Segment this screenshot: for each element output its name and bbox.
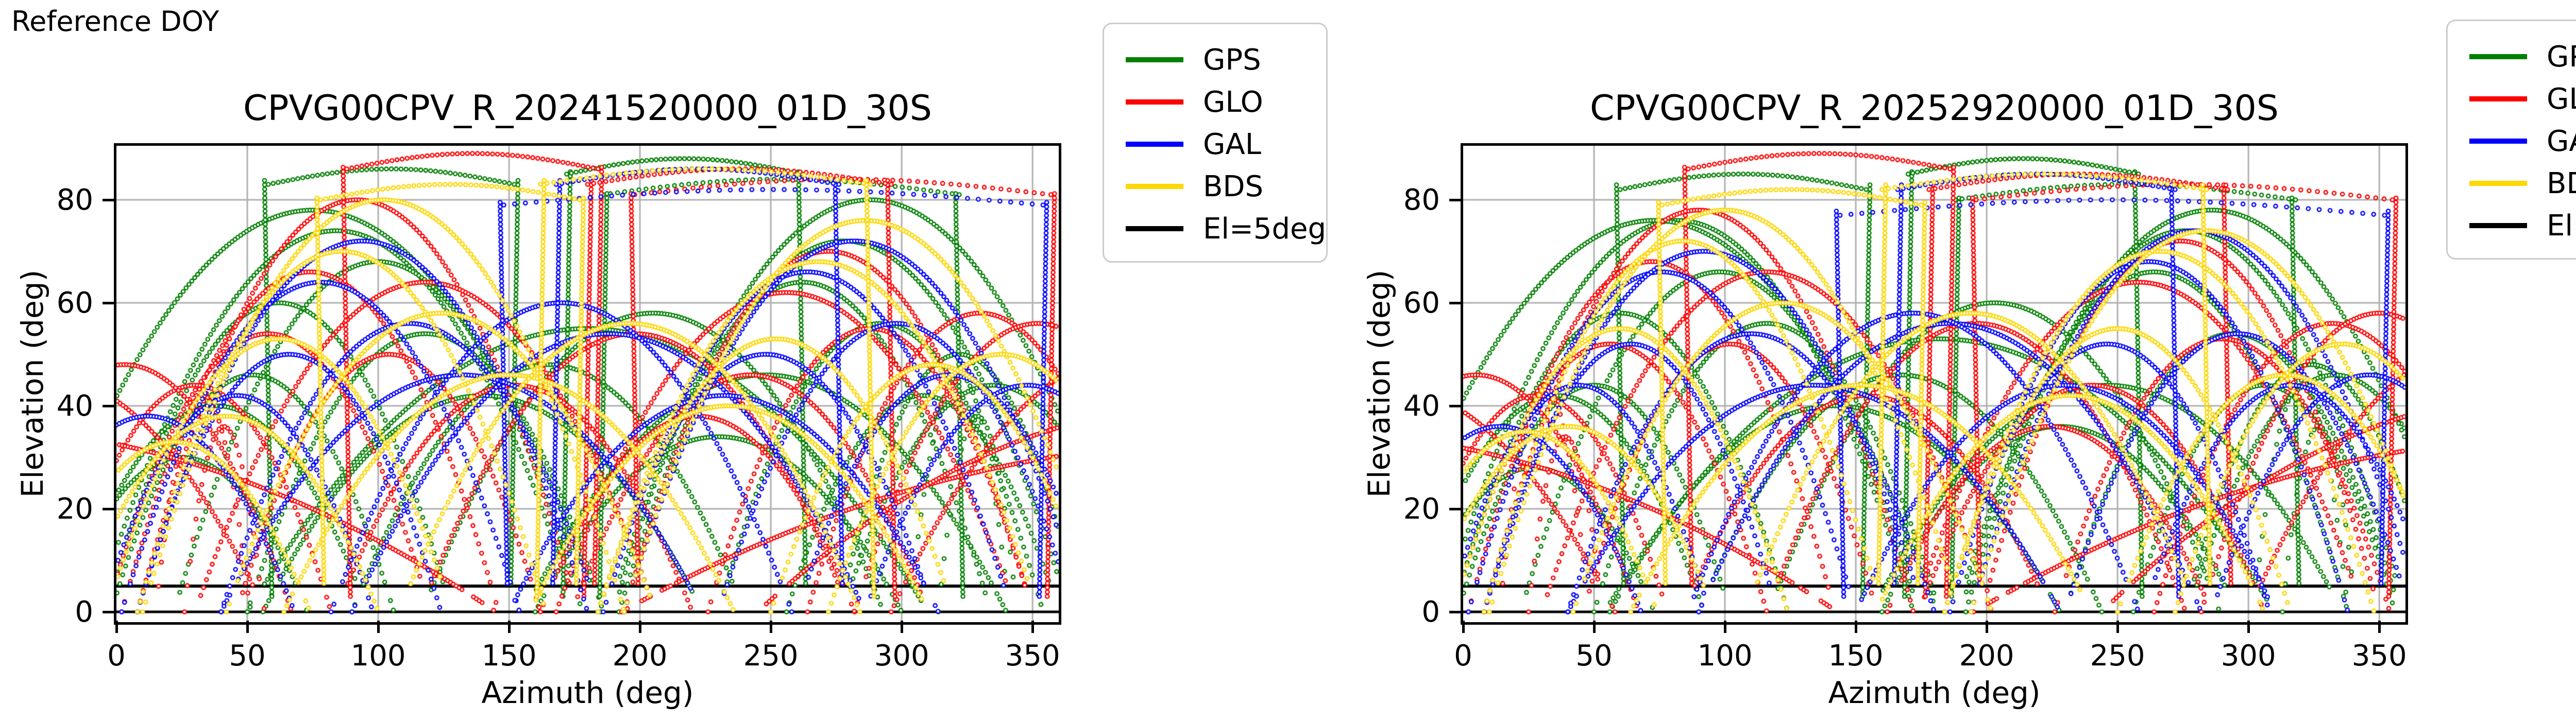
y-tick-label: 40	[1403, 389, 1440, 423]
y-tick-mark	[1449, 198, 1462, 201]
x-tick-label: 50	[229, 639, 266, 673]
y-tick-mark	[103, 507, 115, 510]
y-tick-mark	[1449, 404, 1462, 407]
x-tick-mark	[246, 621, 249, 633]
x-tick-label: 350	[2351, 639, 2407, 673]
y-tick-label: 0	[75, 595, 93, 629]
x-tick-label: 250	[2090, 639, 2145, 673]
x-tick-mark	[1723, 621, 1726, 633]
legend-right: GPS GLO GAL BDS El=5deg	[2446, 20, 2576, 260]
plot-right-xlabel: Azimuth (deg)	[1828, 675, 2041, 710]
legend-entry-gal: GAL	[2469, 120, 2576, 162]
legend-entry-label: El=5deg	[1203, 212, 1327, 246]
legend-entry-glo: GLO	[2469, 78, 2576, 120]
y-tick-mark	[103, 404, 115, 407]
plot-left-canvas	[116, 146, 1059, 622]
legend-line-sample	[1126, 226, 1183, 231]
legend-entry-bds: BDS	[2469, 162, 2576, 204]
plot-right-frame	[1461, 143, 2408, 625]
x-tick-mark	[1462, 621, 1465, 633]
x-tick-label: 100	[1697, 639, 1753, 673]
legend-entry-gal: GAL	[1126, 123, 1316, 165]
legend-line-sample	[1126, 57, 1183, 62]
x-tick-mark	[1854, 621, 1857, 633]
legend-entry-label: GLO	[2547, 82, 2576, 116]
legend-entry-gps: GPS	[2469, 36, 2576, 78]
x-tick-mark	[2378, 621, 2381, 633]
x-tick-mark	[1031, 621, 1034, 633]
legend-line-sample	[1126, 142, 1183, 147]
y-tick-label: 20	[56, 492, 93, 526]
legend-entry-label: GPS	[1203, 43, 1261, 77]
y-tick-mark	[1449, 507, 1462, 510]
legend-line-sample	[2469, 139, 2527, 144]
legend-line-sample	[1126, 184, 1183, 189]
legend-entry-label: El=5deg	[2547, 209, 2576, 243]
x-tick-mark	[638, 621, 641, 633]
y-tick-label: 40	[56, 389, 93, 423]
x-tick-label: 150	[481, 639, 537, 673]
x-tick-mark	[507, 621, 511, 633]
x-tick-label: 150	[1828, 639, 1884, 673]
x-tick-label: 300	[2221, 639, 2276, 673]
y-tick-label: 60	[56, 286, 93, 320]
y-tick-mark	[103, 198, 115, 201]
y-tick-mark	[103, 301, 115, 304]
plot-left-xlabel: Azimuth (deg)	[481, 675, 694, 710]
legend-entry-bds: BDS	[1126, 165, 1316, 208]
reference-doy-annotation: Reference DOY	[11, 5, 219, 38]
legend-line-sample	[2469, 54, 2527, 59]
x-tick-label: 50	[1575, 639, 1613, 673]
x-tick-label: 0	[107, 639, 126, 673]
y-tick-label: 80	[56, 183, 93, 217]
x-tick-label: 100	[350, 639, 406, 673]
x-tick-mark	[115, 621, 118, 633]
x-tick-label: 200	[1959, 639, 2014, 673]
x-tick-label: 300	[874, 639, 929, 673]
legend-left: GPS GLO GAL BDS El=5deg	[1103, 23, 1328, 263]
legend-entry-glo: GLO	[1126, 81, 1316, 123]
plot-left-title: CPVG00CPV_R_20241520000_01D_30S	[243, 88, 932, 129]
y-tick-label: 0	[1421, 595, 1440, 629]
x-tick-label: 350	[1005, 639, 1060, 673]
x-tick-mark	[2247, 621, 2250, 633]
x-tick-label: 200	[612, 639, 668, 673]
x-tick-mark	[377, 621, 380, 633]
x-tick-mark	[1985, 621, 1988, 633]
legend-line-sample	[1126, 99, 1183, 105]
x-tick-mark	[769, 621, 772, 633]
legend-entry-label: BDS	[2547, 166, 2576, 200]
y-tick-label: 80	[1403, 183, 1440, 217]
x-tick-mark	[2116, 621, 2119, 633]
x-tick-label: 0	[1454, 639, 1472, 673]
legend-line-sample	[2469, 181, 2527, 186]
legend-entry-gps: GPS	[1126, 39, 1316, 81]
y-tick-label: 20	[1403, 492, 1440, 526]
legend-entry-label: BDS	[1203, 169, 1264, 203]
legend-entry-label: GAL	[1203, 127, 1261, 161]
y-tick-label: 60	[1403, 286, 1440, 320]
legend-entry-label: GAL	[2547, 124, 2576, 158]
legend-line-sample	[2469, 223, 2527, 228]
legend-entry-el=5deg: El=5deg	[1126, 208, 1326, 250]
legend-entry-el=5deg: El=5deg	[2469, 204, 2576, 247]
x-tick-mark	[900, 621, 903, 633]
x-tick-label: 250	[743, 639, 799, 673]
legend-line-sample	[2469, 96, 2527, 101]
y-tick-mark	[1449, 301, 1462, 304]
x-tick-mark	[1592, 621, 1596, 633]
plot-left-axes: CPVG00CPV_R_20241520000_01D_30S Elevatio…	[15, 88, 1061, 710]
y-tick-mark	[103, 610, 115, 613]
plot-left-frame	[114, 143, 1061, 625]
legend-entry-label: GLO	[1203, 85, 1263, 119]
plot-right-axes: CPVG00CPV_R_20252920000_01D_30S Elevatio…	[1362, 88, 2408, 710]
plot-right-title: CPVG00CPV_R_20252920000_01D_30S	[1590, 88, 2279, 129]
plot-right-canvas	[1463, 146, 2405, 622]
y-tick-mark	[1449, 610, 1462, 613]
legend-entry-label: GPS	[2547, 40, 2576, 74]
